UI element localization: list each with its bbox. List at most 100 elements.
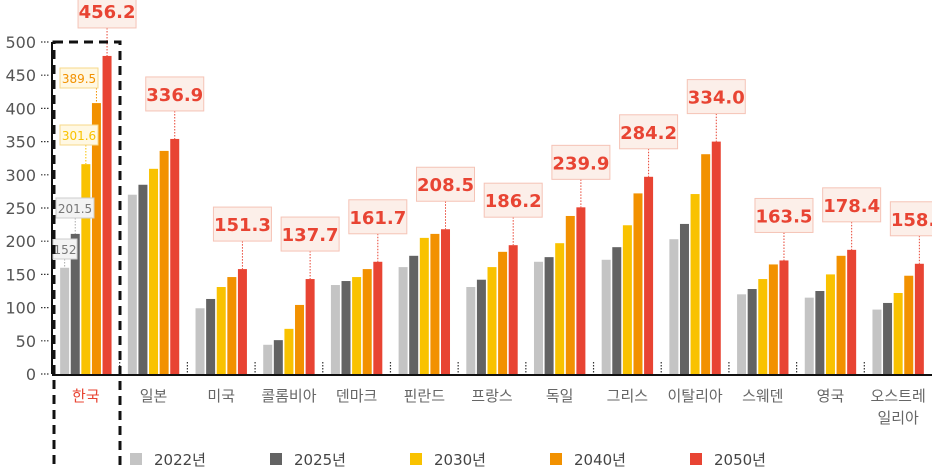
annotation-box bbox=[145, 76, 205, 112]
annotation-box bbox=[59, 67, 99, 89]
annotation-box bbox=[822, 187, 882, 223]
annotation-label: 301.6 bbox=[62, 129, 96, 143]
category-label: 오스트레 bbox=[871, 387, 926, 405]
bar-2040년 bbox=[295, 304, 305, 374]
annotation-label: 201.5 bbox=[58, 202, 92, 216]
annotation-box bbox=[212, 206, 272, 242]
bar-2040년 bbox=[159, 150, 169, 374]
bar-2030년 bbox=[825, 274, 835, 374]
bar-2050년 bbox=[373, 261, 383, 374]
bar-2050년 bbox=[305, 279, 315, 374]
legend-label: 2022년 bbox=[154, 451, 206, 469]
annotation-box bbox=[551, 144, 611, 180]
y-tick-label: 150 bbox=[5, 265, 36, 284]
annotation-label: 158.2 bbox=[891, 210, 932, 231]
annotation-box bbox=[77, 0, 137, 29]
annotation-box bbox=[754, 197, 814, 233]
bar-2050년 bbox=[102, 55, 112, 374]
bar-2022년 bbox=[669, 239, 679, 374]
bar-2025년 bbox=[341, 281, 351, 374]
bar-2025년 bbox=[70, 233, 80, 374]
bar-2025년 bbox=[815, 291, 825, 374]
bar-2050년 bbox=[644, 176, 654, 374]
legend-swatch bbox=[410, 453, 422, 465]
bar-2022년 bbox=[263, 344, 273, 374]
bar-2030년 bbox=[149, 168, 159, 374]
y-tick-label: 350 bbox=[5, 133, 36, 152]
bar-2040년 bbox=[768, 264, 778, 374]
bar-2022년 bbox=[872, 309, 882, 374]
bar-2025년 bbox=[883, 302, 893, 374]
annotation-label: 284.2 bbox=[620, 123, 677, 144]
legend-swatch bbox=[690, 453, 702, 465]
bar-2022년 bbox=[601, 259, 611, 374]
bar-2030년 bbox=[893, 292, 903, 374]
bar-2025년 bbox=[476, 279, 486, 374]
bar-2050년 bbox=[441, 229, 451, 374]
bar-2030년 bbox=[216, 287, 226, 374]
annotation-label: 336.9 bbox=[146, 85, 203, 106]
bar-2050년 bbox=[914, 263, 924, 374]
category-label: 한국 bbox=[72, 387, 100, 405]
bar-2025년 bbox=[206, 298, 216, 374]
category-label: 그리스 bbox=[607, 387, 649, 405]
bar-2025년 bbox=[409, 255, 419, 374]
bar-2030년 bbox=[690, 194, 700, 374]
y-tick-label: 300 bbox=[5, 166, 36, 185]
bar-2022년 bbox=[195, 308, 205, 374]
bar-2050년 bbox=[237, 269, 247, 374]
legend-label: 2025년 bbox=[294, 451, 346, 469]
annotation-box bbox=[55, 197, 95, 219]
category-label: 미국 bbox=[207, 387, 235, 405]
bar-2050년 bbox=[847, 249, 857, 374]
bar-2050년 bbox=[170, 138, 180, 374]
bar-2025년 bbox=[544, 257, 554, 374]
bar-2022년 bbox=[330, 285, 340, 374]
annotation-box bbox=[59, 124, 99, 146]
category-label: 일본 bbox=[140, 387, 168, 405]
category-label: 콜롬비아 bbox=[261, 387, 316, 405]
legend-label: 2040년 bbox=[574, 451, 626, 469]
category-label: 일리아 bbox=[877, 409, 919, 427]
annotation-label: 178.4 bbox=[823, 196, 880, 217]
bar-2025년 bbox=[612, 247, 622, 374]
annotation-label: 151.3 bbox=[214, 215, 271, 236]
bar-2040년 bbox=[565, 215, 575, 374]
bar-2030년 bbox=[419, 237, 429, 374]
legend-swatch bbox=[130, 453, 142, 465]
bar-2040년 bbox=[362, 269, 372, 374]
annotation-box bbox=[686, 79, 746, 115]
annotation-box bbox=[619, 114, 679, 150]
category-label: 핀란드 bbox=[404, 387, 446, 405]
annotation-label: 456.2 bbox=[79, 2, 136, 23]
annotation-box bbox=[348, 199, 408, 235]
bar-2022년 bbox=[466, 287, 476, 374]
bar-2030년 bbox=[81, 164, 91, 374]
annotation-label: 163.5 bbox=[756, 206, 813, 227]
annotation-label: 152 bbox=[54, 243, 77, 257]
bar-2040년 bbox=[701, 154, 711, 374]
y-tick-label: 400 bbox=[5, 99, 36, 118]
bar-2025년 bbox=[138, 184, 148, 374]
category-label: 덴마크 bbox=[336, 387, 377, 405]
annotation-label: 389.5 bbox=[62, 72, 96, 86]
annotation-box bbox=[889, 201, 932, 237]
bar-2040년 bbox=[633, 193, 643, 374]
bar-2040년 bbox=[91, 103, 101, 374]
bar-2040년 bbox=[904, 275, 914, 374]
category-label: 프랑스 bbox=[471, 387, 513, 405]
legend-label: 2050년 bbox=[714, 451, 766, 469]
y-tick-label: 100 bbox=[5, 299, 36, 318]
bar-2030년 bbox=[622, 225, 632, 374]
annotation-box bbox=[416, 166, 476, 202]
annotation-label: 239.9 bbox=[552, 153, 609, 174]
bar-2022년 bbox=[127, 194, 137, 374]
y-tick-label: 0 bbox=[26, 365, 36, 384]
bar-2040년 bbox=[430, 233, 440, 374]
bar-2030년 bbox=[758, 279, 768, 374]
y-tick-label: 450 bbox=[5, 66, 36, 85]
bar-2050년 bbox=[779, 260, 789, 374]
bar-2025년 bbox=[747, 289, 757, 374]
category-label: 스웨덴 bbox=[742, 387, 783, 405]
y-tick-label: 500 bbox=[5, 33, 36, 52]
